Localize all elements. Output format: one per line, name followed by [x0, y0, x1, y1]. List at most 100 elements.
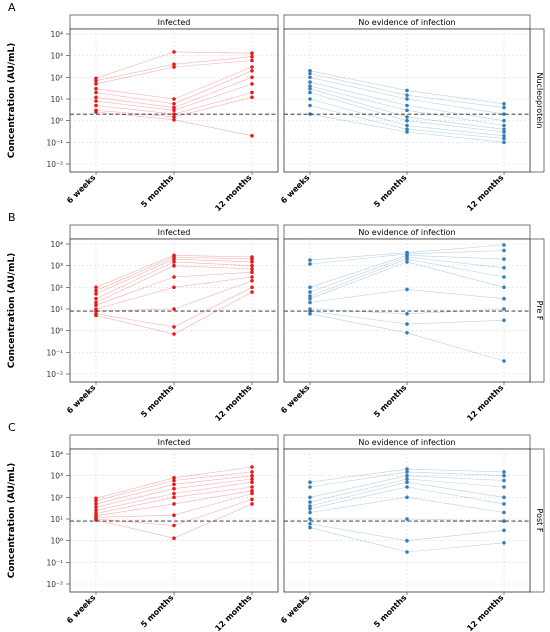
data-point	[172, 263, 176, 268]
data-point	[308, 290, 312, 294]
x-tick-label: 12 months	[213, 173, 253, 213]
data-point	[172, 102, 176, 106]
data-point	[502, 257, 506, 261]
data-point	[502, 105, 506, 110]
data-point	[250, 480, 254, 485]
data-point	[250, 260, 254, 264]
data-point	[308, 500, 312, 504]
data-point	[405, 127, 409, 132]
data-point	[250, 473, 254, 478]
strip-header-label: No evidence of infection	[358, 228, 455, 237]
data-point	[308, 300, 312, 305]
x-tick-label: 5 months	[372, 383, 408, 419]
data-point	[172, 536, 176, 540]
data-point	[308, 506, 312, 511]
data-point	[308, 69, 312, 73]
data-point	[502, 134, 506, 138]
data-point	[308, 84, 312, 88]
x-tick-label: 5 months	[372, 173, 408, 209]
data-point	[250, 470, 254, 474]
data-point	[94, 502, 98, 506]
data-point	[94, 86, 98, 91]
x-tick-label: 5 months	[139, 593, 175, 629]
data-point	[502, 318, 506, 323]
y-tick-label: 10⁰	[50, 117, 63, 126]
data-point	[172, 260, 176, 264]
panel-letter: B	[8, 211, 16, 224]
y-axis-label: Concentration (AU/mL)	[7, 43, 17, 159]
data-point	[94, 508, 98, 513]
data-point	[94, 103, 98, 108]
data-point	[250, 489, 254, 493]
y-tick-label: 10⁻²	[46, 160, 63, 169]
data-point	[172, 476, 176, 480]
data-point	[502, 130, 506, 134]
data-point	[405, 97, 409, 101]
data-point	[405, 312, 409, 316]
y-tick-label: 10⁴	[50, 450, 63, 459]
panel-b: B Concentration (AU/mL) 10⁻² 10⁻¹ 10⁰ 10¹ 10² 1…	[7, 211, 545, 423]
data-point	[172, 65, 176, 69]
strip-right-label: Pre F	[535, 301, 544, 321]
data-point	[308, 495, 312, 500]
data-point	[94, 90, 98, 95]
data-point	[405, 331, 409, 335]
y-tick-label: 10²	[50, 283, 63, 292]
data-point	[405, 257, 409, 261]
panel-c: C Concentration (AU/mL) 10⁻² 10⁻¹ 10⁰ 10¹ 10² 1…	[7, 421, 545, 632]
data-point	[172, 523, 176, 528]
data-point	[94, 505, 98, 510]
data-point	[94, 285, 98, 290]
x-tick-label: 6 weeks	[279, 593, 311, 625]
data-point	[172, 513, 176, 517]
data-point	[502, 102, 506, 106]
panel-a: A Concentration (AU/mL) 10⁻² 10⁻¹ 10⁰ 10¹ 10² 1…	[7, 1, 545, 213]
data-point	[308, 262, 312, 266]
data-point	[250, 485, 254, 489]
y-tick-label: 10⁻¹	[46, 348, 63, 357]
data-point	[250, 54, 254, 59]
data-point	[405, 123, 409, 128]
x-tick-label: 5 months	[139, 173, 175, 209]
data-point	[405, 103, 409, 108]
y-tick-label: 10⁻²	[46, 580, 63, 589]
data-point	[172, 478, 176, 483]
data-point	[172, 50, 176, 54]
data-point	[250, 51, 254, 55]
data-point	[308, 504, 312, 508]
data-point	[308, 296, 312, 301]
data-point	[94, 95, 98, 100]
data-point	[250, 270, 254, 275]
strip-header-label: Infected	[158, 18, 191, 27]
data-point	[250, 491, 254, 496]
data-point	[172, 482, 176, 487]
x-tick-label: 5 months	[139, 383, 175, 419]
x-tick-label: 6 weeks	[279, 173, 311, 205]
data-point	[172, 495, 176, 500]
strip-right-label: Nucleoprotein	[535, 73, 544, 129]
strip-right-label: Post F	[535, 509, 544, 533]
data-point	[502, 118, 506, 123]
data-point	[172, 491, 176, 496]
data-point	[172, 486, 176, 491]
y-tick-label: 10¹	[50, 95, 63, 104]
data-point	[502, 248, 506, 253]
data-point	[502, 510, 506, 515]
data-point	[172, 62, 176, 67]
data-point	[308, 312, 312, 316]
data-point	[502, 123, 506, 128]
data-point	[308, 86, 312, 91]
data-point	[502, 359, 506, 363]
y-tick-label: 10⁴	[50, 240, 63, 249]
data-point	[172, 332, 176, 336]
data-point	[250, 134, 254, 138]
data-point	[405, 118, 409, 123]
data-point	[250, 502, 254, 506]
data-point	[94, 303, 98, 308]
data-point	[250, 290, 254, 294]
strip-header-label: Infected	[158, 228, 191, 237]
y-tick-label: 10¹	[50, 305, 63, 314]
strip-header-label: No evidence of infection	[358, 18, 455, 27]
data-point	[405, 130, 409, 134]
